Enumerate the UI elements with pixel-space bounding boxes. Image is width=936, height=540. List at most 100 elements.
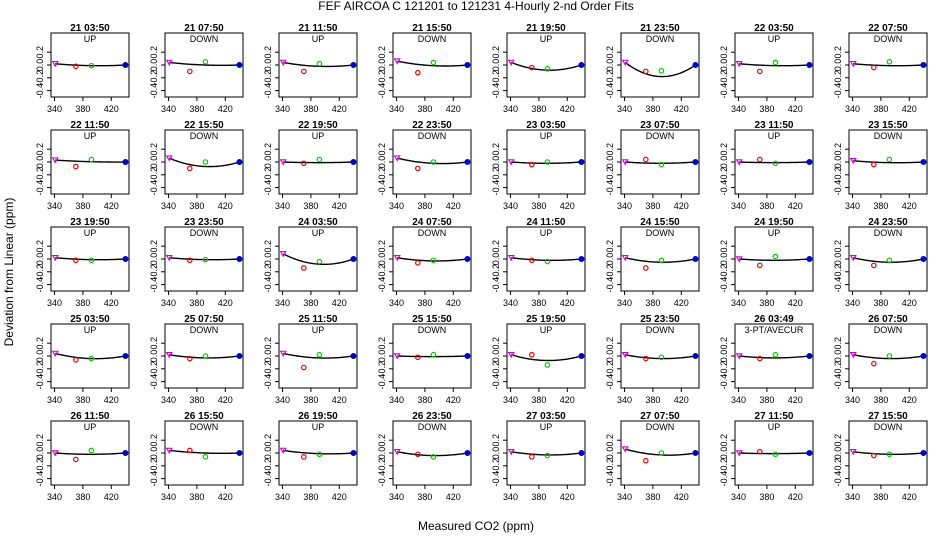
panel-title: 26 11:50 <box>71 411 110 422</box>
y-tick-label: 0.2 <box>719 434 729 447</box>
y-tick-label: -0.4 <box>263 180 273 196</box>
y-tick-label: -0.2 <box>833 167 843 183</box>
point-std3 <box>202 256 209 263</box>
point-std2 <box>643 457 649 464</box>
y-tick-label: -0.2 <box>35 361 45 377</box>
y-tick-label: 0.2 <box>719 46 729 59</box>
point-std3 <box>658 67 665 74</box>
panel-direction: DOWN <box>874 422 903 432</box>
x-tick-label: 420 <box>104 104 119 114</box>
x-axis-label: Measured CO2 (ppm) <box>418 519 534 533</box>
y-tick-label: 0.0 <box>605 253 615 266</box>
fit-curve <box>55 352 126 360</box>
point-std2 <box>415 451 421 458</box>
y-tick-label: -0.4 <box>491 180 501 196</box>
point-std2 <box>415 69 421 76</box>
fit-curve <box>169 61 240 67</box>
point-std1 <box>279 350 287 357</box>
point-std2 <box>871 360 877 367</box>
y-tick-label: -0.2 <box>263 458 273 474</box>
panel-direction: DOWN <box>646 422 675 432</box>
point-std1 <box>165 351 173 359</box>
point-std4 <box>920 159 927 166</box>
point-std1 <box>849 351 857 359</box>
point-std2 <box>871 161 877 168</box>
y-tick-label: -0.4 <box>149 277 159 293</box>
x-tick-label: 380 <box>189 395 204 405</box>
point-std2 <box>643 265 649 271</box>
point-std3 <box>772 253 779 260</box>
point-std3 <box>658 450 665 456</box>
x-tick-label: 380 <box>759 201 774 211</box>
y-tick-label: -0.2 <box>491 361 501 377</box>
point-std3 <box>430 59 437 66</box>
point-std1 <box>165 59 173 66</box>
fit-curve <box>625 161 696 164</box>
y-tick-label: -0.4 <box>605 83 615 99</box>
x-tick-label: 380 <box>645 298 660 308</box>
panel-title: 24 03:50 <box>298 217 338 228</box>
point-std1 <box>393 448 401 456</box>
y-tick-label: 0.0 <box>833 253 843 266</box>
point-std2 <box>529 161 535 168</box>
y-tick-label: 0.2 <box>719 337 729 350</box>
y-tick-label: 0.2 <box>491 240 501 253</box>
panel-title: 22 03:50 <box>754 23 794 34</box>
y-tick-label: -0.4 <box>605 374 615 390</box>
panel-title: 25 15:50 <box>412 314 452 325</box>
x-tick-label: 340 <box>503 492 518 502</box>
point-std2 <box>301 68 307 75</box>
panel-title: 27 07:50 <box>640 411 680 422</box>
x-tick-label: 420 <box>902 104 917 114</box>
point-std1 <box>51 157 59 164</box>
panel-direction: DOWN <box>190 422 219 432</box>
fit-curve <box>55 452 126 455</box>
x-tick-label: 380 <box>417 298 432 308</box>
point-std3 <box>316 351 323 358</box>
x-tick-label: 340 <box>617 395 632 405</box>
fit-curve <box>283 161 354 164</box>
x-tick-label: 380 <box>759 104 774 114</box>
x-tick-label: 340 <box>275 104 290 114</box>
x-tick-label: 420 <box>560 104 575 114</box>
point-std3 <box>202 58 209 65</box>
panel-title: 21 11:50 <box>299 23 338 34</box>
x-tick-label: 340 <box>617 298 632 308</box>
point-std1 <box>393 353 401 360</box>
x-tick-label: 420 <box>902 201 917 211</box>
x-tick-label: 340 <box>275 201 290 211</box>
fit-curve <box>55 257 126 261</box>
point-std2 <box>187 165 193 172</box>
panel-title: 25 23:50 <box>640 314 680 325</box>
x-tick-label: 420 <box>788 201 803 211</box>
panel-direction: UP <box>540 325 553 335</box>
y-tick-label: -0.2 <box>149 70 159 86</box>
x-tick-label: 380 <box>417 492 432 502</box>
point-std4 <box>236 353 243 360</box>
y-tick-label: 0.2 <box>263 337 273 350</box>
panel-title: 23 03:50 <box>526 120 566 131</box>
panel-title: 25 03:50 <box>70 314 110 325</box>
point-std1 <box>507 254 515 262</box>
panel-direction: UP <box>84 325 97 335</box>
y-tick-label: -0.4 <box>833 471 843 487</box>
fit-curve <box>510 61 582 71</box>
point-std1 <box>507 351 515 359</box>
panel-direction: DOWN <box>418 34 447 44</box>
x-tick-label: 420 <box>788 395 803 405</box>
point-std1 <box>621 159 629 166</box>
y-tick-label: 0.2 <box>35 240 45 253</box>
y-tick-label: -0.4 <box>491 83 501 99</box>
panel-direction: UP <box>768 422 781 432</box>
x-tick-label: 380 <box>759 298 774 308</box>
y-tick-label: 0.2 <box>149 240 159 253</box>
panel-direction: DOWN <box>646 34 675 44</box>
x-tick-label: 340 <box>161 104 176 114</box>
y-tick-label: -0.4 <box>149 83 159 99</box>
x-tick-label: 380 <box>417 201 432 211</box>
y-tick-label: -0.2 <box>719 458 729 474</box>
point-std2 <box>415 165 421 172</box>
